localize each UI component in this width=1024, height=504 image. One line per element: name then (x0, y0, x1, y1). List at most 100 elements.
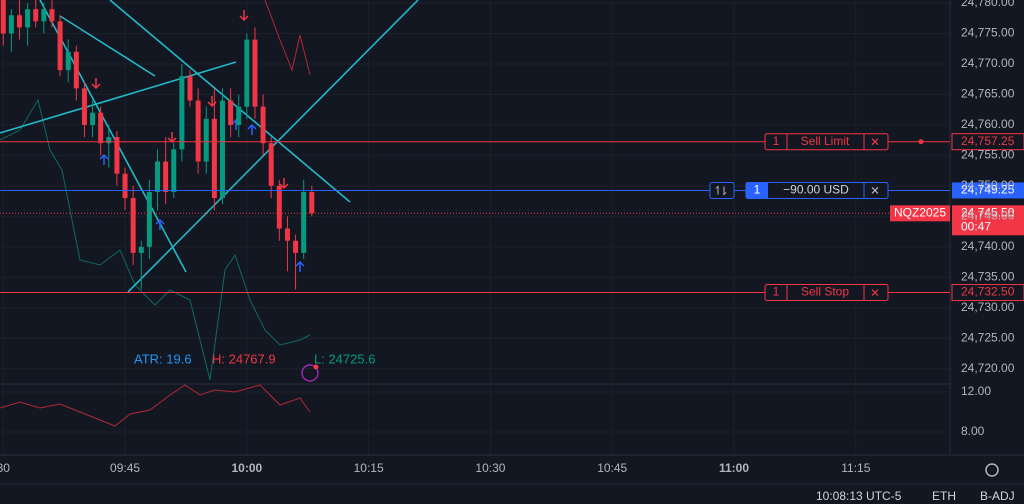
candle-body (284, 228, 290, 241)
y-tick-label: 24,770.00 (961, 56, 1015, 70)
order-handle[interactable] (918, 139, 924, 145)
candle-body (138, 246, 144, 253)
buy-arrow (247, 123, 257, 135)
order-price-label: 24,732.50 (961, 285, 1015, 299)
sell-arrow (91, 78, 101, 90)
x-tick-label: 09:45 (110, 461, 140, 475)
buy-arrow (155, 218, 165, 230)
position-pnl: −90.00 USD (783, 183, 849, 197)
bar-countdown: 00:47 (961, 219, 991, 233)
candle-body (260, 106, 266, 144)
y-tick-label: 24,720.00 (961, 361, 1015, 375)
reverse-icon (715, 185, 727, 196)
indicator-line (0, 98, 311, 381)
position-qty: 1 (754, 183, 761, 197)
last-price-label: 24,745.50 (961, 205, 1015, 219)
y-tick-label: 24,740.00 (961, 239, 1015, 253)
order-box[interactable] (764, 284, 889, 302)
x-tick-label: 10:30 (475, 461, 505, 475)
candle-body (33, 9, 39, 22)
candle-body (203, 118, 209, 162)
legend-atr: ATR: 19.6 (134, 351, 192, 366)
trend-line (0, 61, 237, 134)
order-qty: 1 (773, 285, 780, 299)
x-tick-label: 10:45 (597, 461, 627, 475)
order-price-label: 24,757.25 (961, 134, 1015, 148)
candle-body (171, 149, 177, 192)
candle-body (16, 15, 22, 28)
candle-body (228, 100, 234, 125)
position-close[interactable] (871, 187, 879, 194)
status-session[interactable]: ETH (932, 489, 956, 503)
sell-arrow (279, 178, 289, 190)
y-tick-label: 24,760.00 (961, 117, 1015, 131)
candle-body (179, 76, 185, 150)
y-tick-label: 24,725.00 (961, 330, 1015, 344)
y-tick-label: 24,750.00 (961, 178, 1015, 192)
grid (0, 0, 950, 455)
candle-body (106, 137, 112, 144)
candle-body (130, 198, 136, 253)
candle-body (236, 106, 242, 125)
y-tick-label: 24,765.00 (961, 87, 1015, 101)
order-type[interactable]: Sell Stop (801, 285, 849, 299)
y-tick-label: 24,755.00 (961, 148, 1015, 162)
sell-arrow (239, 10, 249, 22)
alert-dot (313, 364, 319, 370)
candle-body (49, 9, 55, 22)
settings-button[interactable] (985, 463, 999, 477)
order-type[interactable]: Sell Limit (801, 134, 850, 148)
order-box[interactable] (764, 133, 889, 151)
x-tick-label: 30 (0, 461, 10, 475)
candle-body (309, 191, 315, 214)
lower-y-tick-label: 12.00 (961, 384, 991, 398)
symbol-label: NQZ2025 (894, 205, 946, 219)
candle-body (8, 15, 14, 34)
legend-high: H: 24767.9 (212, 351, 276, 366)
indicator-line (264, 0, 311, 76)
status-adjustment[interactable]: B-ADJ (980, 489, 1015, 503)
order-cancel[interactable] (871, 138, 879, 146)
position-price-label: 24,749.25 (961, 183, 1015, 197)
x-tick-label: 10:15 (354, 461, 384, 475)
position-price-box (952, 182, 1024, 199)
position-qty-box (746, 182, 768, 199)
last-price-box (952, 205, 1024, 236)
status-bar (0, 484, 1024, 504)
candle-body (0, 0, 6, 34)
candle-body (98, 112, 104, 144)
candle-body (187, 76, 193, 101)
candle-body (65, 51, 71, 71)
alert-icon[interactable] (301, 364, 319, 382)
candle-body (301, 191, 307, 253)
candle-body (25, 9, 31, 28)
lower-y-tick-label: 8.00 (961, 424, 985, 438)
buy-arrow (99, 153, 109, 165)
y-tick-label: 24,730.00 (961, 300, 1015, 314)
candle-body (81, 88, 87, 125)
x-tick-label: 11:00 (719, 461, 749, 475)
trend-line (59, 15, 156, 77)
order-price-box (951, 133, 1024, 151)
buy-arrow (295, 260, 305, 272)
candle-body (244, 39, 250, 107)
order-cancel[interactable] (871, 289, 879, 296)
candle-body (268, 143, 274, 186)
reverse-button[interactable] (709, 181, 735, 199)
order-price-box (951, 284, 1024, 302)
candle-body (90, 112, 96, 125)
candle-body (57, 21, 63, 71)
candle-body (122, 173, 128, 199)
y-tick-label: 24,780.00 (961, 0, 1015, 9)
trend-line (39, 0, 187, 273)
y-tick-label: 24,775.00 (961, 26, 1015, 40)
x-tick-label: 11:15 (841, 461, 870, 475)
y-tick-label: 24,745.00 (961, 209, 1015, 223)
candle-body (195, 100, 201, 162)
candles (0, 0, 315, 290)
y-tick-label: 24,735.00 (961, 269, 1015, 283)
candle-body (211, 118, 217, 199)
candle-body (155, 161, 161, 192)
